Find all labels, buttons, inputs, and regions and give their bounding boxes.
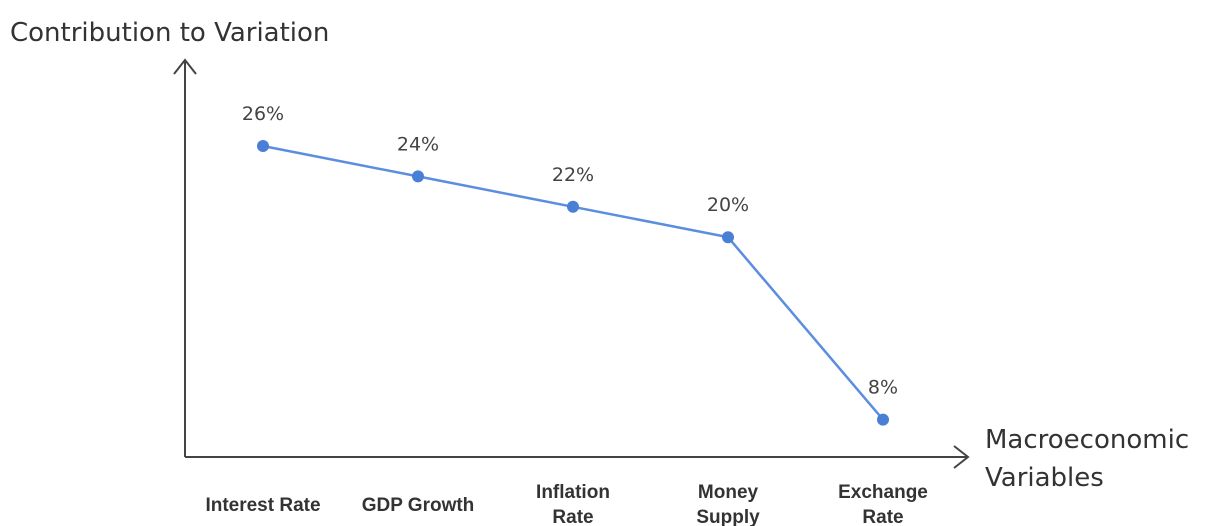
data-label: 20% [707, 194, 749, 216]
x-axis-title-line-2: Variables [985, 463, 1104, 493]
data-point [722, 231, 734, 244]
x-tick-label: Inflation Rate [536, 482, 610, 526]
x-axis-title-line-1: Macroeconomic [985, 425, 1189, 455]
data-point [877, 413, 889, 426]
data-label: 26% [242, 103, 284, 125]
series-line [262, 144, 884, 421]
data-label: 24% [397, 133, 439, 155]
x-tick-label: Interest Rate [205, 495, 320, 516]
data-point [412, 170, 424, 183]
x-tick-label: GDP Growth [362, 495, 475, 516]
y-axis-title: Contribution to Variation [10, 18, 329, 48]
y-axis-arrow [173, 58, 197, 75]
data-point [567, 200, 579, 213]
data-point [257, 140, 269, 152]
x-tick-label: Exchange Rate [838, 482, 928, 526]
x-axis-arrow [953, 445, 970, 469]
x-tick-label: Money Supply [696, 482, 760, 526]
chart-marks: 26% 24% 22% 20% 8% Interest Rate GDP Growth Inf… [205, 103, 927, 526]
data-label: 22% [552, 164, 594, 186]
data-label: 8% [868, 377, 898, 399]
